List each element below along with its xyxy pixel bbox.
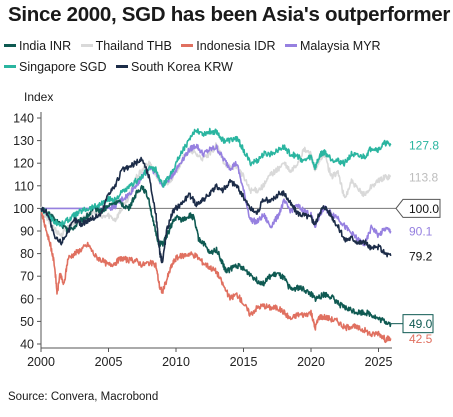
y-tick-label: 130: [13, 134, 34, 148]
legend-swatch: [116, 65, 129, 68]
legend-label: Singapore SGD: [19, 59, 107, 74]
x-tick-label: 2015: [230, 355, 258, 369]
legend-item-malaysia: Malaysia MYR: [284, 35, 381, 56]
legend-swatch: [181, 44, 194, 47]
legend-label: Malaysia MYR: [299, 38, 381, 53]
reference-flag-label: 100.0: [409, 202, 439, 216]
x-tick-label: 2005: [95, 355, 123, 369]
legend-item-singapore: Singapore SGD: [4, 56, 107, 77]
source-note: Source: Convera, Macrobond: [8, 391, 159, 403]
legend-swatch: [80, 44, 93, 47]
y-tick-label: 80: [20, 247, 34, 261]
legend-item-thailand: Thailand THB: [80, 35, 172, 56]
end-label: 127.8: [409, 139, 439, 153]
y-tick-label: 50: [20, 315, 34, 329]
legend-swatch: [4, 65, 16, 68]
end-label: 113.8: [409, 170, 438, 184]
y-tick-label: 120: [13, 157, 34, 171]
end-label: 42.5: [409, 332, 433, 346]
legend-swatch: [284, 44, 297, 47]
legend-swatch: [4, 44, 16, 47]
x-tick-label: 2010: [162, 355, 190, 369]
series-line: [40, 156, 392, 264]
x-tick-label: 2020: [297, 355, 325, 369]
series-line: [41, 143, 392, 247]
series-line: [40, 142, 392, 239]
legend-label: Indonesia IDR: [196, 38, 276, 53]
reference-flag-box: [395, 198, 441, 218]
y-tick-label: 70: [20, 270, 34, 284]
y-tick-label: 140: [13, 112, 34, 126]
legend-label: South Korea KRW: [131, 59, 233, 74]
y-tick-label: 90: [20, 225, 34, 239]
x-tick-label: 2000: [27, 355, 55, 369]
legend: India INR Thailand THB Indonesia IDR Mal…: [4, 35, 449, 77]
legend-item-korea: South Korea KRW: [116, 56, 233, 77]
y-axis-label: Index: [24, 90, 54, 104]
series-line: [40, 127, 392, 228]
legend-item-indonesia: Indonesia IDR: [181, 35, 276, 56]
end-label: 90.1: [409, 225, 433, 239]
end-label-box: [402, 314, 434, 334]
y-tick-label: 100: [13, 202, 34, 216]
y-tick-label: 40: [20, 338, 34, 352]
x-tick-label: 2025: [365, 355, 393, 369]
chart-title: Since 2000, SGD has been Asia's outperfo…: [8, 3, 451, 26]
legend-label: India INR: [19, 38, 72, 53]
legend-item-india: India INR: [4, 35, 71, 56]
legend-label: Thailand THB: [95, 38, 172, 53]
y-tick-label: 60: [20, 292, 34, 306]
series-line: [40, 207, 392, 344]
end-label: 79.2: [409, 249, 433, 263]
end-label: 49.0: [409, 317, 433, 331]
y-tick-label: 110: [14, 179, 34, 193]
